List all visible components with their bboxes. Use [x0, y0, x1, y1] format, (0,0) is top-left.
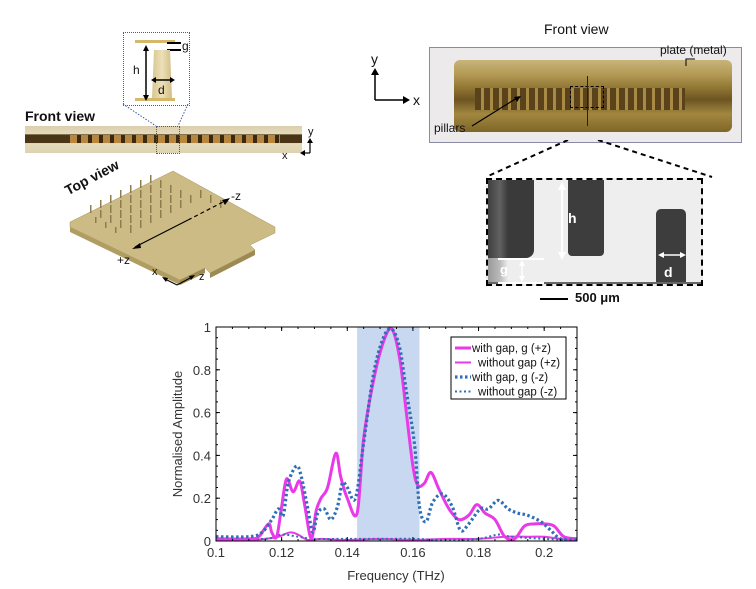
micro-dimension-arrows — [498, 182, 686, 284]
front-axis-x: x — [282, 150, 288, 162]
photo-axis-arrows — [371, 68, 410, 104]
micrograph-connector-lines — [485, 140, 713, 178]
y-axis-label: Normalised Amplitude — [170, 371, 185, 497]
device-center-mark — [587, 76, 588, 126]
pillars-label: pillars — [434, 121, 466, 135]
micro-d-label: d — [664, 264, 673, 280]
gap-label: g — [182, 39, 189, 53]
height-label: h — [133, 63, 140, 77]
plate-pointer — [685, 58, 695, 66]
series-line — [215, 327, 578, 542]
plate-metal-label: plate (metal) — [660, 43, 727, 57]
legend-label: without gap (-z) — [477, 387, 557, 399]
pillar-row — [70, 135, 280, 143]
micro-h-label: h — [568, 210, 577, 226]
y-tick-label: 0.4 — [193, 448, 211, 463]
y-tick-label: 0.2 — [193, 491, 211, 506]
front-view-device-photo — [429, 47, 742, 143]
gap-line-bottom — [167, 49, 181, 51]
x-axis-label: Frequency (THz) — [347, 568, 445, 583]
scale-bar-label: 500 μm — [575, 290, 620, 305]
front-view-title: Front view — [25, 108, 96, 124]
top-view-plate — [69, 170, 276, 286]
scale-bar-line — [540, 298, 568, 300]
micrograph: h g d — [486, 178, 703, 286]
series-line — [215, 533, 578, 541]
device-pillar-slot — [475, 88, 685, 110]
diameter-label: d — [158, 83, 165, 97]
micro-g-label: g — [500, 262, 508, 277]
legend-label: with gap, g (+z) — [471, 343, 551, 355]
x-tick-label: 0.2 — [535, 545, 553, 560]
plus-z-label: +z — [117, 253, 131, 267]
legend-label: without gap (+z) — [477, 358, 560, 370]
zoom-region-box — [156, 126, 180, 154]
y-tick-label: 1 — [204, 320, 211, 335]
micro-pillar-3 — [656, 209, 686, 284]
top-axis-x: x — [152, 266, 158, 278]
inset-connector-lines — [122, 104, 189, 127]
top-plate — [135, 40, 175, 43]
pillar-shape — [152, 50, 172, 98]
front-axis-y: y — [308, 126, 314, 138]
axis-ticks: 0.1 0.12 0.14 0.16 0.18 0.2 0 0.2 0.4 0.6 0.8 1 — [193, 320, 578, 560]
bottom-plate — [135, 98, 175, 101]
front-view-photo — [25, 126, 302, 154]
legend-label: with gap, g (-z) — [471, 372, 548, 384]
y-tick-label: 0.6 — [193, 406, 211, 421]
y-tick-label: 0 — [204, 534, 211, 549]
x-tick-label: 0.14 — [335, 545, 360, 560]
x-tick-label: 0.12 — [269, 545, 294, 560]
dimension-arrows — [143, 45, 175, 101]
gap-line-top — [167, 42, 181, 44]
top-axis-z: z — [199, 271, 205, 283]
x-tick-label: 0.16 — [400, 545, 425, 560]
legend: with gap, g (+z) without gap (+z) with gap… — [450, 336, 567, 400]
micro-pillar-2 — [568, 180, 604, 256]
pillar-inset-box: g h d — [123, 32, 190, 106]
micro-bottom-edge — [488, 282, 701, 284]
minus-z-label: -z — [231, 189, 241, 203]
photo-axis-x: x — [413, 92, 420, 108]
y-tick-label: 0.8 — [193, 363, 211, 378]
front-axis-arrows — [300, 138, 313, 156]
photo-axis-y: y — [371, 51, 378, 67]
photo-front-view-title: Front view — [544, 21, 609, 37]
x-tick-label: 0.1 — [207, 545, 225, 560]
x-tick-label: 0.18 — [466, 545, 491, 560]
pillars-pointer — [471, 96, 521, 127]
